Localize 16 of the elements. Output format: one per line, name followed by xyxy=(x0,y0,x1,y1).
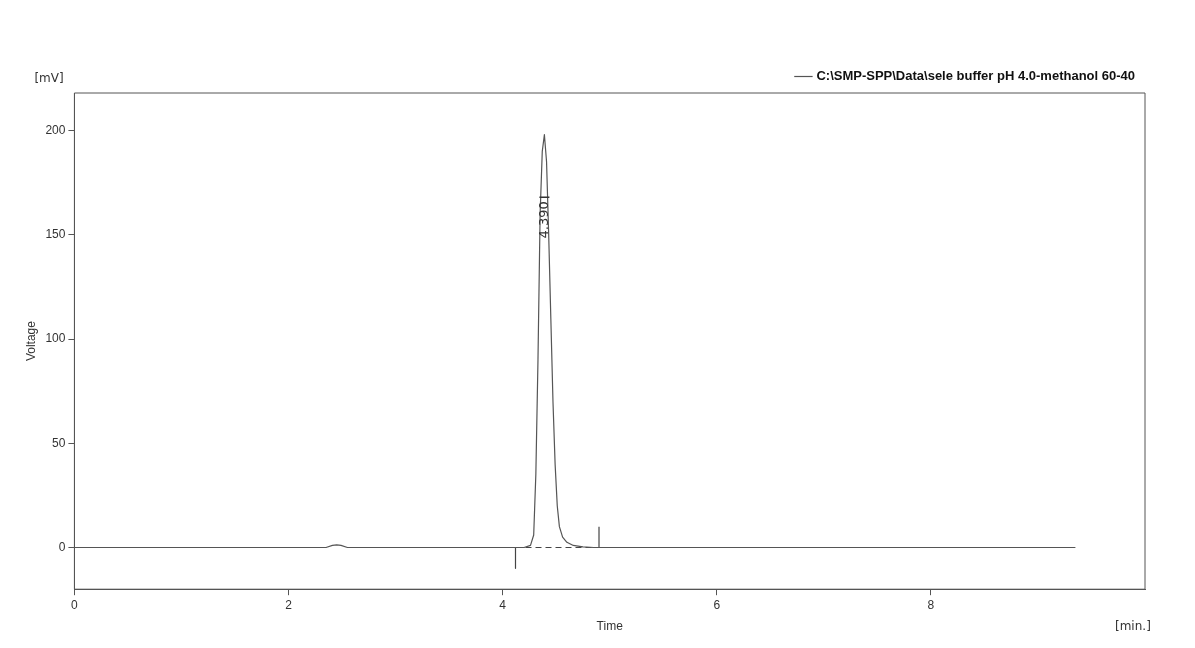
annotation: 4.390 xyxy=(535,201,551,239)
y-tick-label: 50 xyxy=(52,435,66,450)
legend-label: C:\SMP-SPP\Data\sele buffer pH 4.0-methanol 60-40 xyxy=(816,68,1136,84)
x-tick-label: 6 xyxy=(713,597,721,612)
text: [min.] xyxy=(1115,619,1151,634)
x-tick-label: 8 xyxy=(927,597,935,612)
x-tick-label: 0 xyxy=(71,597,79,612)
y-axis-title: Voltage xyxy=(23,320,38,362)
y-tick-label: 200 xyxy=(45,122,66,137)
x-tick-label: 4 xyxy=(499,597,507,612)
y-tick-label: 150 xyxy=(45,227,66,242)
y-tick-label: 100 xyxy=(45,331,66,346)
x-tick-label: 2 xyxy=(285,597,293,612)
y-tick-label: 0 xyxy=(58,539,66,554)
x-axis-title: Time xyxy=(596,619,624,634)
text: [mV] xyxy=(34,71,64,85)
